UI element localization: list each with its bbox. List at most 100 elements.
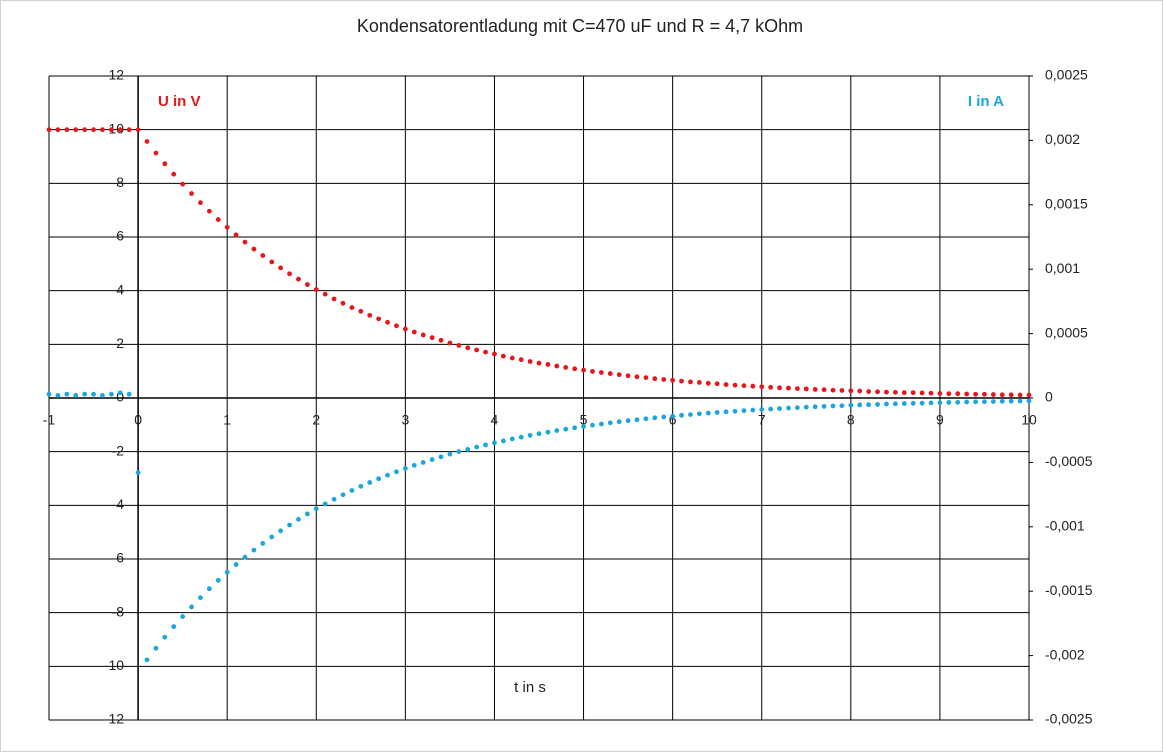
data-point [750,407,756,413]
chart-title: Kondensatorentladung mit C=470 uF und R … [357,16,803,36]
data-point [394,469,399,475]
x-tick-label: 10 [1021,412,1037,428]
data-point [857,402,863,408]
data-point [572,425,578,431]
data-point [901,390,907,396]
data-point [73,393,79,398]
data-point [821,403,827,409]
y-tick-label: 6 [116,228,124,244]
data-point [821,387,827,393]
data-point [331,296,337,302]
data-point [875,389,880,395]
data-point [429,335,435,341]
data-point [937,391,943,396]
data-point [590,422,595,428]
data-point [794,405,800,411]
data-point [108,127,114,133]
data-point [527,432,533,438]
y2-tick-label: -0,001 [1045,518,1085,534]
y2-tick-label: 0,002 [1045,131,1080,147]
data-point [322,291,328,297]
data-point [340,300,346,306]
data-point [108,391,114,397]
data-point [910,400,916,406]
y-tick-label: 0 [116,389,124,405]
data-point [910,390,916,396]
data-point [358,308,364,314]
data-point [420,332,426,338]
data-point [919,400,925,406]
data-point [242,239,248,245]
x-tick-label: 8 [847,412,855,428]
data-point [625,418,631,424]
data-point [670,413,676,419]
data-point [990,399,996,405]
data-point [937,400,943,406]
data-point [340,492,346,498]
data-point [1026,392,1032,398]
data-point [955,399,961,405]
data-point [46,391,52,397]
data-point [964,399,970,405]
data-point [278,528,284,534]
data-point [269,534,275,540]
data-point [296,276,301,282]
data-point [233,232,239,238]
data-point [741,408,747,414]
y-tick-label: 10 [109,120,125,136]
data-point [224,569,230,575]
data-point [999,392,1005,398]
data-point [483,442,488,448]
data-point [661,377,667,382]
data-point [465,446,471,452]
data-point [224,224,230,230]
y-tick-label: -4 [112,496,125,512]
x-tick-label: 4 [491,412,499,428]
y2-tick-label: 0 [1045,389,1053,405]
data-point [304,282,310,287]
data-point [732,382,738,388]
data-point [563,426,569,432]
y-tick-label: 2 [116,335,124,351]
data-point [492,351,497,357]
data-point [705,380,711,386]
data-point [126,391,132,397]
data-point [732,408,738,414]
data-point [394,323,399,329]
data-point [768,406,774,412]
data-point [296,516,301,522]
data-point [964,391,970,397]
data-point [812,387,818,392]
data-point [278,265,284,271]
data-point [901,401,907,406]
x-axis-label: t in s [514,679,546,696]
data-point [144,139,150,144]
data-point [251,246,257,252]
data-point [643,416,649,422]
data-point [411,462,417,468]
data-point [777,385,782,391]
data-point [786,405,791,411]
y2-tick-label: 0,0015 [1045,196,1088,212]
data-point [919,390,925,396]
data-point [572,366,578,372]
data-point [777,406,782,411]
data-point [554,428,560,433]
data-point [973,391,978,397]
data-point [269,259,275,265]
data-point [679,378,684,384]
data-point [536,360,542,366]
data-point [982,399,987,405]
data-point [803,404,809,410]
data-point [563,365,569,370]
data-point [171,171,177,177]
data-point [714,410,720,415]
y-tick-label: -12 [104,711,124,727]
data-point [82,391,88,397]
data-point [866,402,872,408]
data-point [830,387,836,393]
data-point [233,562,239,567]
data-point [892,401,898,407]
data-point [55,127,61,133]
